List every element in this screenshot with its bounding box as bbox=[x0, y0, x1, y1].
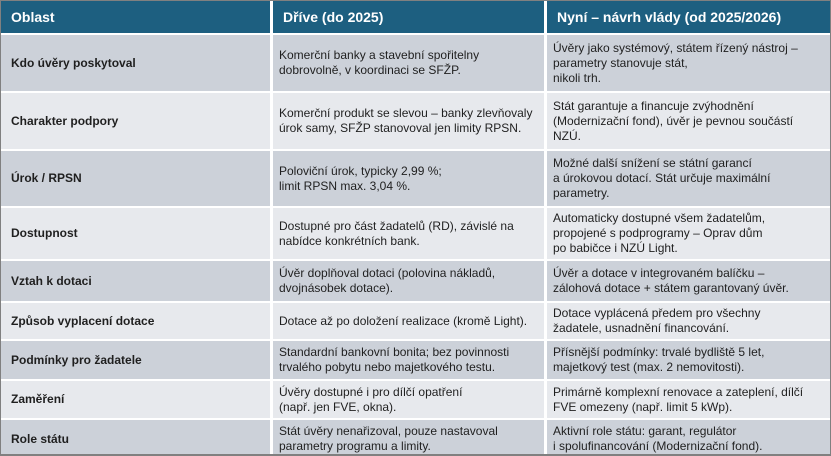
row-label: Vztah k dotaci bbox=[1, 261, 273, 303]
row-label: Úrok / RPSN bbox=[1, 151, 273, 208]
table-row: Úrok / RPSN Poloviční úrok, typicky 2,99… bbox=[1, 151, 830, 208]
after-cell: Automaticky dostupné všem žadatelům, pro… bbox=[547, 208, 830, 261]
after-cell: Dotace vyplácená předem pro všechny žada… bbox=[547, 303, 830, 341]
row-label: Podmínky pro žadatele bbox=[1, 341, 273, 381]
after-cell: Stát garantuje a financuje zvýhodnění (M… bbox=[547, 93, 830, 151]
table-row: Dostupnost Dostupné pro část žadatelů (R… bbox=[1, 208, 830, 261]
table-row: Charakter podpory Komerční produkt se sl… bbox=[1, 93, 830, 151]
table-row: Způsob vyplacení dotace Dotace až po dol… bbox=[1, 303, 830, 341]
row-label: Způsob vyplacení dotace bbox=[1, 303, 273, 341]
row-label: Zaměření bbox=[1, 381, 273, 420]
table-row: Kdo úvěry poskytoval Komerční banky a st… bbox=[1, 35, 830, 93]
before-cell: Dotace až po doložení realizace (kromě L… bbox=[273, 303, 547, 341]
after-cell: Aktivní role státu: garant, regulátor i … bbox=[547, 420, 830, 454]
after-cell: Přísnější podmínky: trvalé bydliště 5 le… bbox=[547, 341, 830, 381]
header-after: Nyní – návrh vlády (od 2025/2026) bbox=[547, 1, 830, 35]
before-cell: Úvěry dostupné i pro dílčí opatření (nap… bbox=[273, 381, 547, 420]
before-cell: Standardní bankovní bonita; bez povinnos… bbox=[273, 341, 547, 381]
after-cell: Primárně komplexní renovace a zateplení,… bbox=[547, 381, 830, 420]
before-cell: Komerční banky a stavební spořitelny dob… bbox=[273, 35, 547, 93]
row-label: Charakter podpory bbox=[1, 93, 273, 151]
before-cell: Stát úvěry nenařizoval, pouze nastavoval… bbox=[273, 420, 547, 454]
row-label: Kdo úvěry poskytoval bbox=[1, 35, 273, 93]
row-label: Dostupnost bbox=[1, 208, 273, 261]
after-cell: Úvěry jako systémový, státem řízený nást… bbox=[547, 35, 830, 93]
after-cell: Úvěr a dotace v integrovaném balíčku – z… bbox=[547, 261, 830, 303]
table-row: Vztah k dotaci Úvěr doplňoval dotaci (po… bbox=[1, 261, 830, 303]
header-oblast: Oblast bbox=[1, 1, 273, 35]
before-cell: Poloviční úrok, typicky 2,99 %; limit RP… bbox=[273, 151, 547, 208]
table-row: Zaměření Úvěry dostupné i pro dílčí opat… bbox=[1, 381, 830, 420]
table-row: Role státu Stát úvěry nenařizoval, pouze… bbox=[1, 420, 830, 454]
table-row: Podmínky pro žadatele Standardní bankovn… bbox=[1, 341, 830, 381]
before-cell: Komerční produkt se slevou – banky zlevň… bbox=[273, 93, 547, 151]
header-before: Dříve (do 2025) bbox=[273, 1, 547, 35]
row-label: Role státu bbox=[1, 420, 273, 454]
header-row: Oblast Dříve (do 2025) Nyní – návrh vlád… bbox=[1, 1, 830, 35]
before-cell: Dostupné pro část žadatelů (RD), závislé… bbox=[273, 208, 547, 261]
after-cell: Možné další snížení se státní garancí a … bbox=[547, 151, 830, 208]
before-cell: Úvěr doplňoval dotaci (polovina nákladů,… bbox=[273, 261, 547, 303]
